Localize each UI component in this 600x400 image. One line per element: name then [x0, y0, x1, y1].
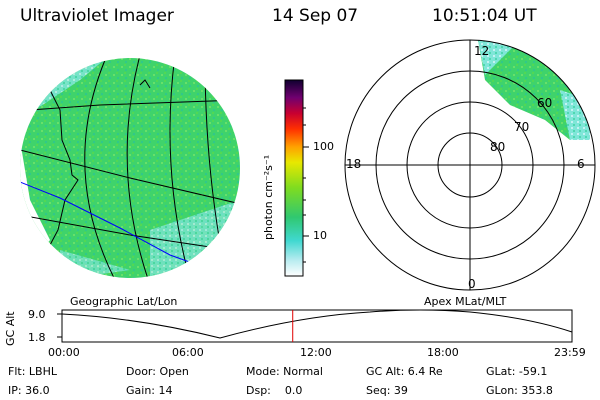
- status-seq: Seq: 39: [366, 384, 408, 397]
- time-label: 10:51:04 UT: [432, 6, 537, 26]
- status-flt: Flt: LBHL: [8, 365, 57, 378]
- mlt-label-0: 0: [468, 277, 476, 291]
- timeline-ytick-top: 9.0: [28, 308, 46, 321]
- status-glon: GLon: 353.8: [486, 384, 553, 397]
- geo-image-panel: [20, 58, 240, 278]
- lat-label-70: 70: [514, 120, 530, 134]
- status-ip: IP: 36.0: [8, 384, 50, 397]
- timeline-ylabel: GC Alt: [4, 311, 17, 346]
- status-gc-alt: GC Alt: 6.4 Re: [366, 365, 443, 378]
- status-mode: Mode: Normal: [246, 365, 323, 378]
- mlt-label-18: 18: [346, 157, 362, 171]
- timeline-ytick-bottom: 1.8: [28, 331, 46, 344]
- status-glat: GLat: -59.1: [486, 365, 548, 378]
- timeline-xtick-1: 06:00: [172, 346, 204, 359]
- colorbar-ticks: [303, 107, 309, 263]
- instrument-title: Ultraviolet Imager: [20, 6, 174, 26]
- lat-label-80: 80: [490, 140, 506, 154]
- lat-label-60: 60: [537, 96, 553, 110]
- timeline-xtick-4: 23:59: [554, 346, 586, 359]
- colorbar-tick-100: 100: [313, 140, 334, 153]
- colorbar-unit: photon cm⁻²s⁻¹: [262, 154, 275, 240]
- timeline-xtick-2: 12:00: [300, 346, 332, 359]
- geo-panel-label: Geographic Lat/Lon: [70, 295, 178, 308]
- altitude-curve: [61, 309, 573, 339]
- status-gain: Gain: 14: [126, 384, 173, 397]
- timeline-xtick-0: 00:00: [48, 346, 80, 359]
- mlt-label-6: 6: [577, 157, 585, 171]
- date-label: 14 Sep 07: [272, 6, 359, 26]
- status-door: Door: Open: [126, 365, 189, 378]
- colorbar-tick-10: 10: [313, 229, 327, 242]
- colorbar: [284, 79, 304, 277]
- polar-grid: [344, 39, 596, 291]
- polar-plot: [344, 39, 596, 291]
- timeline-xtick-3: 18:00: [427, 346, 459, 359]
- polar-panel-label: Apex MLat/MLT: [424, 295, 507, 308]
- timeline-plot: [57, 309, 573, 343]
- status-dsp: Dsp: 0.0: [246, 384, 303, 397]
- mlt-label-12: 12: [474, 44, 490, 58]
